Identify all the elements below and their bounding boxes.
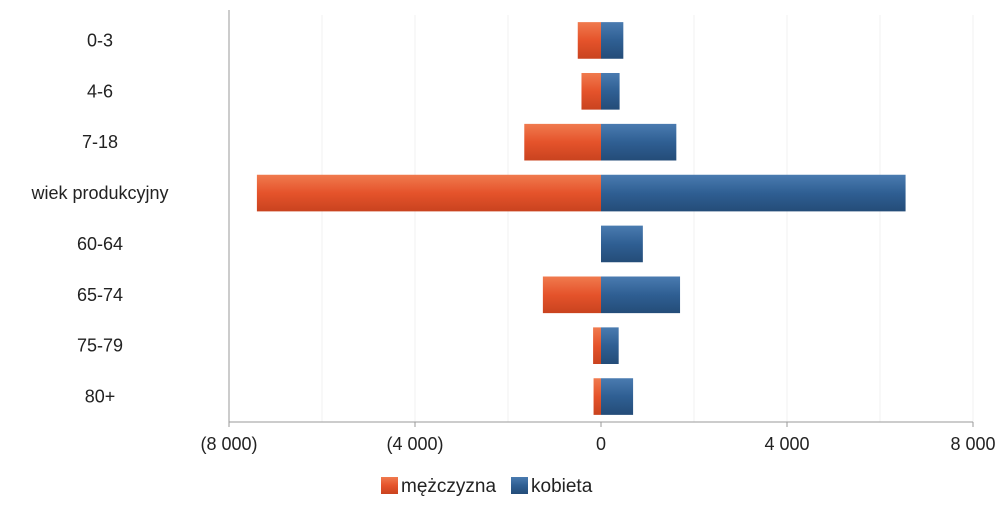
x-tick-label-1: (4 000) (386, 434, 443, 454)
bar-male-0 (577, 22, 601, 59)
bar-female-0 (601, 22, 624, 59)
bar-male-3 (256, 174, 601, 212)
legend: mężczyzna kobieta (381, 476, 593, 497)
category-label-5: 65-74 (77, 285, 123, 305)
axis-layer (228, 10, 974, 427)
x-tick-label-0: (8 000) (200, 434, 257, 454)
bar-female-1 (601, 72, 620, 110)
legend-swatch-male (381, 477, 398, 494)
category-label-7: 80+ (85, 387, 116, 407)
bar-female-7 (601, 378, 634, 415)
category-label-4: 60-64 (77, 234, 123, 254)
bar-male-5 (542, 276, 601, 314)
category-label-6: 75-79 (77, 336, 123, 356)
bar-female-6 (601, 327, 619, 365)
category-label-2: 7-18 (82, 132, 118, 152)
category-label-1: 4-6 (87, 81, 113, 101)
legend-label-female: kobieta (531, 476, 593, 497)
category-label-0: 0-3 (87, 30, 113, 50)
labels-layer: 0-3 4-6 7-18 wiek produkcyjny 60-64 65-74 75-7… (30, 30, 995, 454)
x-tick-label-4: 8 000 (950, 434, 995, 454)
x-tick-label-3: 4 000 (764, 434, 809, 454)
legend-label-male: mężczyzna (401, 476, 496, 497)
bar-female-3 (601, 174, 906, 212)
bar-female-5 (601, 276, 681, 314)
category-label-3: wiek produkcyjny (30, 183, 168, 203)
bar-male-1 (581, 72, 601, 110)
x-tick-label-2: 0 (596, 434, 606, 454)
legend-swatch-female (511, 477, 528, 494)
bar-female-4 (601, 225, 643, 263)
bar-male-7 (593, 378, 601, 415)
bar-female-2 (601, 123, 677, 161)
bars-layer (256, 22, 906, 415)
bar-male-6 (593, 327, 601, 365)
bar-male-2 (524, 123, 601, 161)
grid-layer (321, 15, 974, 422)
